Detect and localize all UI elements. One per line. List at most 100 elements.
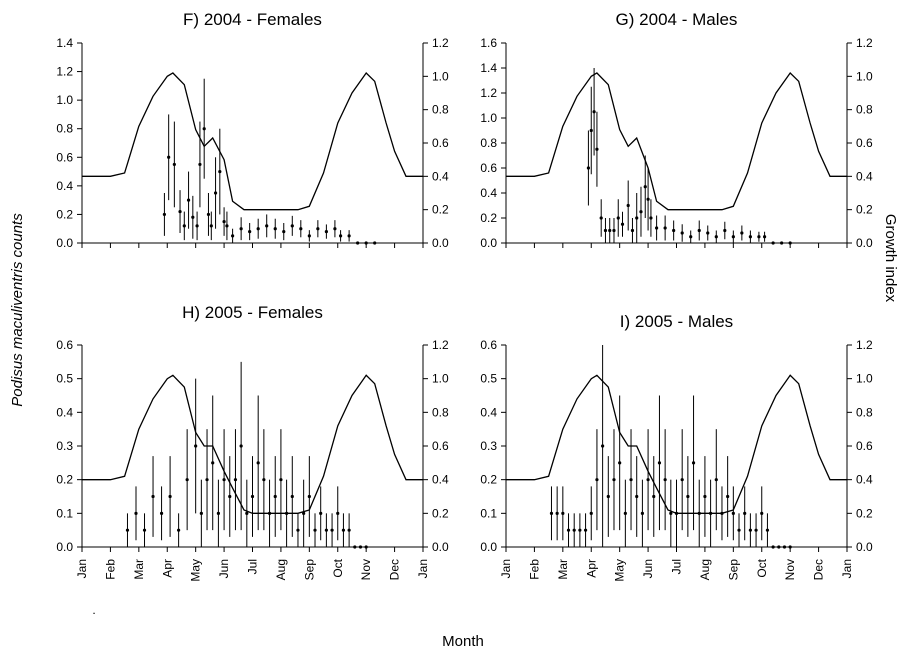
count-point bbox=[572, 528, 576, 532]
count-point bbox=[347, 528, 351, 532]
count-point bbox=[290, 494, 294, 499]
y-tick-label: 0.4 bbox=[480, 405, 497, 419]
count-point bbox=[603, 228, 608, 233]
x-tick-label: Jun bbox=[217, 559, 231, 578]
x-tick-label: Feb bbox=[527, 559, 541, 580]
count-point bbox=[589, 128, 593, 133]
y-tick-label: 1.4 bbox=[480, 61, 497, 75]
y2-tick-label: 1.0 bbox=[432, 372, 449, 386]
panel-title: F) 2004 - Females bbox=[183, 10, 322, 29]
y-tick-label: 0.6 bbox=[480, 161, 497, 175]
count-point bbox=[282, 229, 286, 234]
count-point bbox=[199, 511, 203, 515]
y2-tick-label: 0.6 bbox=[432, 439, 449, 453]
count-point bbox=[549, 511, 554, 515]
count-point bbox=[586, 166, 591, 170]
count-point bbox=[623, 511, 627, 515]
y2-tick-label: 0.0 bbox=[432, 540, 449, 554]
y2-tick-label: 0.8 bbox=[856, 103, 873, 117]
count-point bbox=[643, 185, 647, 189]
count-point bbox=[649, 216, 653, 220]
count-point bbox=[714, 235, 718, 239]
count-point bbox=[206, 212, 211, 217]
count-point bbox=[168, 494, 172, 499]
y-tick-label: 0.1 bbox=[56, 506, 73, 520]
count-point bbox=[663, 226, 667, 230]
count-point bbox=[595, 478, 599, 482]
x-tick-label: Oct bbox=[331, 558, 345, 577]
y-tick-label: 0.0 bbox=[480, 540, 497, 554]
y-tick-label: 0.6 bbox=[56, 338, 73, 352]
y2-tick-label: 1.2 bbox=[432, 338, 449, 352]
x-tick-label: Feb bbox=[103, 559, 117, 580]
count-point bbox=[125, 528, 130, 532]
y2-tick-label: 0.4 bbox=[856, 473, 873, 487]
x-tick-label: Mar bbox=[132, 559, 146, 580]
x-tick-label: Dec bbox=[812, 559, 826, 580]
count-point bbox=[218, 169, 222, 174]
count-point bbox=[172, 162, 176, 167]
count-point bbox=[697, 228, 701, 233]
count-point bbox=[663, 478, 667, 482]
count-point bbox=[262, 478, 266, 482]
count-point bbox=[706, 231, 710, 235]
count-point bbox=[669, 511, 673, 515]
y2-tick-label: 1.0 bbox=[856, 69, 873, 83]
count-point bbox=[561, 511, 565, 515]
count-point bbox=[167, 155, 171, 159]
count-point bbox=[780, 241, 784, 245]
count-point bbox=[646, 478, 650, 482]
count-point bbox=[256, 461, 260, 465]
y2-tick-label: 0.4 bbox=[432, 169, 449, 183]
x-tick-label: Apr bbox=[584, 559, 598, 578]
y-tick-label: 0.5 bbox=[56, 372, 73, 386]
panel-title: G) 2004 - Males bbox=[616, 10, 738, 29]
y2-tick-label: 1.2 bbox=[856, 36, 873, 50]
count-point bbox=[646, 197, 650, 201]
growth-index-line bbox=[82, 374, 423, 514]
count-point bbox=[777, 545, 781, 549]
count-point bbox=[657, 461, 662, 465]
count-point bbox=[195, 224, 199, 228]
y2-tick-label: 0.6 bbox=[856, 136, 873, 150]
y-axis-left-label: Podisus maculiventris counts bbox=[9, 213, 26, 407]
count-point bbox=[279, 478, 283, 482]
y-tick-label: 0.2 bbox=[480, 211, 497, 225]
count-point bbox=[640, 511, 645, 515]
count-point bbox=[726, 494, 730, 499]
y-tick-label: 0.0 bbox=[56, 236, 73, 250]
count-point bbox=[222, 478, 226, 482]
count-point bbox=[595, 147, 599, 151]
y-tick-label: 1.2 bbox=[480, 86, 497, 100]
y2-tick-label: 0.0 bbox=[856, 236, 873, 250]
count-point bbox=[364, 241, 368, 245]
count-point bbox=[296, 528, 300, 532]
y2-tick-label: 0.0 bbox=[432, 236, 449, 250]
count-point bbox=[178, 209, 182, 214]
y-tick-label: 0.8 bbox=[56, 122, 73, 136]
count-point bbox=[267, 511, 272, 515]
count-point bbox=[194, 444, 198, 448]
y-tick-label: 0.2 bbox=[480, 473, 497, 487]
y2-tick-label: 0.4 bbox=[432, 473, 449, 487]
y2-tick-label: 0.2 bbox=[856, 506, 873, 520]
y-tick-label: 0.6 bbox=[480, 338, 497, 352]
count-point bbox=[248, 229, 252, 234]
y-axis-right-label: Growth index bbox=[882, 214, 899, 303]
count-point bbox=[743, 511, 747, 515]
count-point bbox=[703, 494, 707, 499]
y-tick-label: 0.8 bbox=[480, 136, 497, 150]
count-point bbox=[655, 226, 659, 230]
x-axis-label: Month bbox=[442, 633, 484, 650]
y-tick-label: 0.3 bbox=[480, 439, 497, 453]
count-point bbox=[225, 224, 229, 228]
count-point bbox=[606, 494, 610, 499]
count-point bbox=[601, 444, 605, 448]
y2-tick-label: 1.2 bbox=[856, 338, 873, 352]
count-point bbox=[330, 528, 334, 532]
x-tick-label: Sep bbox=[726, 559, 740, 581]
count-point bbox=[731, 511, 735, 515]
count-point bbox=[620, 222, 625, 226]
count-point bbox=[748, 235, 752, 239]
